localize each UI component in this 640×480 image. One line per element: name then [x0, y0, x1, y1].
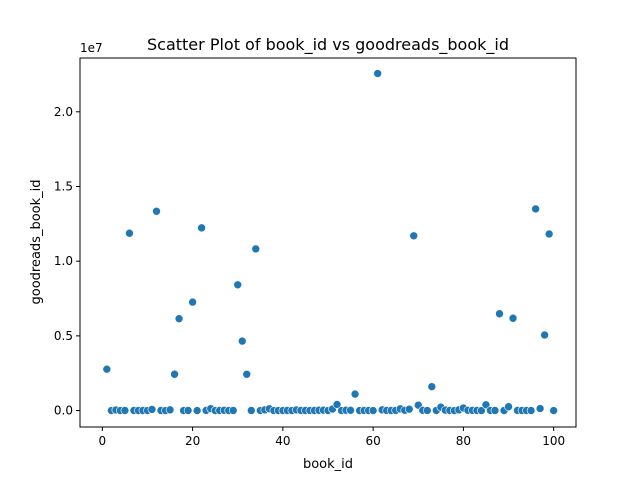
data-point — [495, 309, 504, 319]
data-point — [409, 231, 419, 241]
data-point — [504, 402, 513, 412]
data-point — [197, 223, 206, 233]
y-tick-label: 1.5 — [54, 179, 73, 193]
data-point — [152, 206, 161, 216]
data-point — [125, 228, 134, 238]
data-point — [192, 406, 202, 415]
data-point — [540, 330, 549, 340]
x-axis: 0 20 40 60 80 100 — [99, 427, 565, 448]
x-tick-label: 0 — [99, 434, 107, 448]
data-point — [228, 406, 238, 415]
x-tick-label: 40 — [275, 434, 290, 448]
data-point — [120, 406, 130, 415]
data-point — [531, 204, 540, 214]
y-tick-label: 2.0 — [54, 105, 73, 119]
data-point — [170, 369, 179, 379]
data-point — [404, 404, 414, 414]
data-point — [373, 69, 382, 78]
data-point — [332, 400, 342, 409]
data-point — [422, 406, 432, 415]
data-point — [242, 369, 252, 379]
y-tick-label: 0.5 — [54, 329, 73, 343]
y-offset-label: 1e7 — [80, 41, 103, 55]
data-point — [246, 406, 256, 415]
data-point — [251, 244, 261, 254]
data-point — [427, 382, 437, 391]
data-point — [233, 280, 243, 290]
data-point — [174, 314, 184, 323]
data-point — [237, 336, 247, 346]
y-axis: 0.0 0.5 1.0 1.5 2.0 — [54, 105, 80, 418]
x-tick-label: 20 — [185, 434, 200, 448]
data-point — [477, 406, 486, 415]
data-point — [147, 405, 157, 414]
data-point — [549, 406, 558, 415]
data-point — [544, 229, 554, 239]
data-point — [368, 406, 378, 415]
plot-frame — [79, 57, 577, 428]
data-point — [481, 400, 491, 410]
y-axis-label: goodreads_book_id — [29, 179, 44, 304]
data-point — [526, 406, 536, 415]
x-tick-label: 100 — [542, 434, 565, 448]
data-point — [346, 406, 355, 415]
data-point — [490, 406, 500, 415]
data-point — [508, 313, 518, 323]
x-axis-label: book_id — [303, 457, 353, 472]
x-tick-label: 80 — [456, 434, 471, 448]
data-point — [183, 406, 193, 415]
data-point — [350, 389, 360, 399]
chart-title: Scatter Plot of book_id vs goodreads_boo… — [147, 35, 509, 55]
y-tick-label: 0.0 — [54, 404, 73, 418]
y-tick-label: 1.0 — [54, 254, 73, 268]
x-tick-label: 60 — [365, 434, 380, 448]
data-point — [102, 364, 112, 374]
data-point — [535, 404, 545, 413]
points-layer — [102, 69, 558, 415]
data-point — [165, 405, 175, 415]
data-point — [188, 297, 197, 307]
